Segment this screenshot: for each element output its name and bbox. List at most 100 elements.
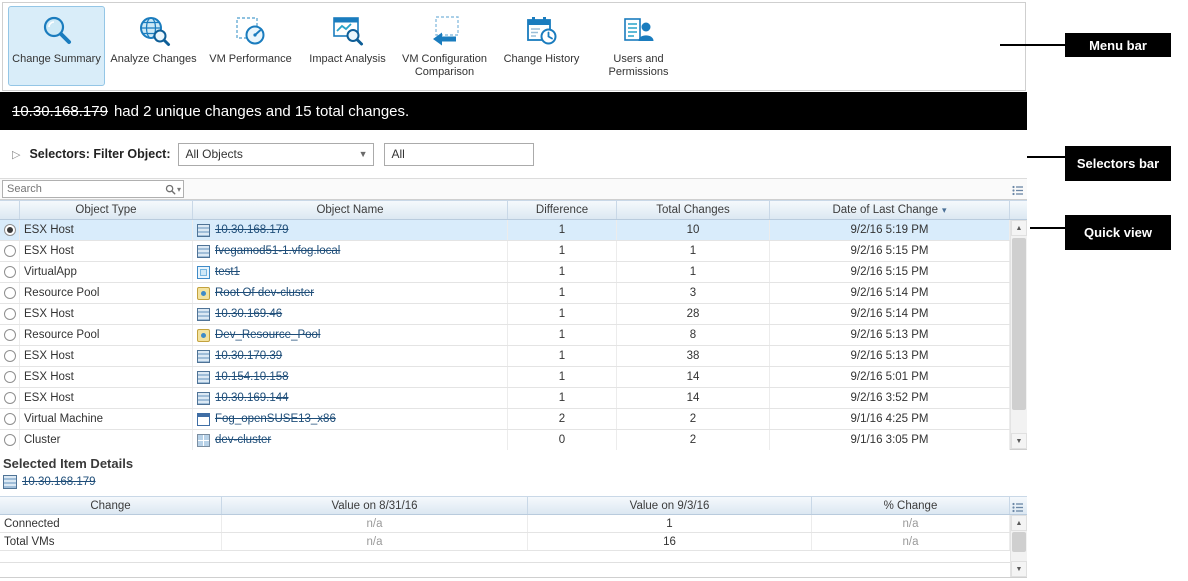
scroll-up-button[interactable]: ▲ [1011,515,1027,531]
menu-item-vm-performance[interactable]: VM Performance [202,6,299,86]
object-type-text: ESX Host [24,371,74,383]
object-name-text: Root Of dev-cluster [215,287,315,299]
column-chooser-icon[interactable] [1012,500,1024,518]
table-row[interactable]: ESX Host fvegamod51-1.vfog.local 1 1 9/2… [0,241,1010,262]
row-radio[interactable] [3,413,16,425]
menu-item-impact-analysis[interactable]: Impact Analysis [299,6,396,86]
object-name-text: Dev_Resource_Pool [215,329,321,341]
row-radio[interactable] [3,392,16,404]
quick-view-rows: ESX Host 10.30.168.179 1 10 9/2/16 5:19 … [0,220,1010,450]
scroll-up-button[interactable]: ▲ [1011,220,1027,236]
header-object-name[interactable]: Object Name [193,201,508,219]
total-changes-cell: 38 [617,346,770,366]
header-pct-change[interactable]: % Change [812,497,1010,514]
resource-pool-icon [197,328,210,342]
header-value-2[interactable]: Value on 9/3/16 [528,497,812,514]
row-radio[interactable] [3,350,16,362]
summary-banner: 10.30.168.179 had 2 unique changes and 1… [0,92,1027,130]
object-name-text: Fog_openSUSE13_x86 [215,413,336,425]
filter-text-input[interactable] [384,142,535,166]
date-cell: 9/1/16 3:05 PM [770,430,1010,450]
pct-cell: n/a [812,533,1010,550]
row-radio[interactable] [3,245,16,257]
sort-desc-arrow-icon: ▾ [941,204,947,215]
row-radio[interactable] [3,266,16,278]
row-radio[interactable] [3,287,16,299]
object-type-text: Resource Pool [24,287,100,299]
total-changes-cell: 2 [617,409,770,429]
menu-bar: Change Summary Analyze Changes [2,2,1026,91]
object-type-cell: Resource Pool [20,283,193,303]
object-name-cell: fvegamod51-1.vfog.local [193,241,508,261]
total-changes-cell: 1 [617,262,770,282]
details-scrollbar[interactable]: ▲ ▼ [1010,515,1027,577]
object-name-text: 10.30.170.39 [215,350,283,362]
header-date-of-last-change[interactable]: Date of Last Change ▾ [770,201,1010,219]
menu-item-change-summary[interactable]: Change Summary [8,6,105,86]
object-name-text: test1 [215,266,240,278]
table-row[interactable]: Resource Pool Root Of dev-cluster 1 3 9/… [0,283,1010,304]
object-type-text: ESX Host [24,350,74,362]
menu-item-analyze-changes[interactable]: Analyze Changes [105,6,202,86]
value2-cell: 16 [528,533,812,550]
object-type-cell: ESX Host [20,388,193,408]
vm-performance-icon [234,12,268,50]
selectors-label: Selectors: Filter Object: [29,147,171,161]
selected-item-name: 10.30.168.179 [22,476,96,488]
header-label: Value on 8/31/16 [331,499,418,512]
radio-cell [0,430,20,450]
row-radio[interactable] [3,308,16,320]
details-bottom-divider [0,562,1010,563]
row-radio[interactable] [3,329,16,341]
menu-item-vm-configuration-comparison[interactable]: VM Configuration Comparison [396,6,493,86]
object-name-cell: 10.30.168.179 [193,220,508,240]
object-type-cell: ESX Host [20,241,193,261]
date-cell: 9/1/16 4:25 PM [770,409,1010,429]
object-name-cell: dev-cluster [193,430,508,450]
scroll-down-button[interactable]: ▼ [1011,433,1027,449]
menu-item-users-and-permissions[interactable]: Users and Permissions [590,6,687,86]
header-radio-column [0,201,20,219]
row-radio[interactable] [3,371,16,383]
object-type-text: ESX Host [24,224,74,236]
difference-cell: 0 [508,430,617,450]
date-cell: 9/2/16 5:14 PM [770,304,1010,324]
search-input[interactable] [3,183,145,195]
scrollbar-thumb[interactable] [1012,238,1026,410]
table-row[interactable]: ESX Host 10.30.169.46 1 28 9/2/16 5:14 P… [0,304,1010,325]
row-radio[interactable] [3,224,16,236]
header-total-changes[interactable]: Total Changes [617,201,770,219]
table-row[interactable]: Virtual Machine Fog_openSUSE13_x86 2 2 9… [0,409,1010,430]
table-row[interactable]: Cluster dev-cluster 0 2 9/1/16 3:05 PM [0,430,1010,450]
header-value-1[interactable]: Value on 8/31/16 [222,497,528,514]
table-row[interactable]: ESX Host 10.30.169.144 1 14 9/2/16 3:52 … [0,388,1010,409]
menu-bar-callout-line [1000,44,1065,46]
table-row[interactable]: ESX Host 10.30.168.179 1 10 9/2/16 5:19 … [0,220,1010,241]
selectors-expander-icon[interactable]: ▷ [12,148,21,161]
object-name-cell: Fog_openSUSE13_x86 [193,409,508,429]
scrollbar-thumb[interactable] [1012,532,1026,552]
quick-view-scrollbar[interactable]: ▲ ▼ [1010,220,1027,449]
menu-item-change-history[interactable]: Change History [493,6,590,86]
difference-cell: 2 [508,409,617,429]
object-name-text: dev-cluster [215,434,272,446]
table-row[interactable]: VirtualApp test1 1 1 9/2/16 5:15 PM [0,262,1010,283]
object-name-text: 10.30.169.144 [215,392,289,404]
scroll-down-button[interactable]: ▼ [1011,561,1027,577]
table-row[interactable]: Resource Pool Dev_Resource_Pool 1 8 9/2/… [0,325,1010,346]
filter-object-dropdown[interactable]: All Objects ▼ [178,142,375,166]
row-radio[interactable] [3,434,16,446]
object-name-text: 10.30.168.179 [215,224,289,236]
search-icon[interactable]: ▾ [165,184,181,195]
details-header: Change Value on 8/31/16 Value on 9/3/16 … [0,496,1027,515]
object-type-text: ESX Host [24,245,74,257]
column-chooser-icon[interactable] [1012,183,1024,201]
table-row[interactable]: ESX Host 10.30.170.39 1 38 9/2/16 5:13 P… [0,346,1010,367]
selected-item: 10.30.168.179 [3,475,96,489]
header-change[interactable]: Change [0,497,222,514]
change-summary-icon [40,12,74,50]
menu-item-label: Impact Analysis [309,53,386,65]
header-object-type[interactable]: Object Type [20,201,193,219]
header-difference[interactable]: Difference [508,201,617,219]
table-row[interactable]: ESX Host 10.154.10.158 1 14 9/2/16 5:01 … [0,367,1010,388]
